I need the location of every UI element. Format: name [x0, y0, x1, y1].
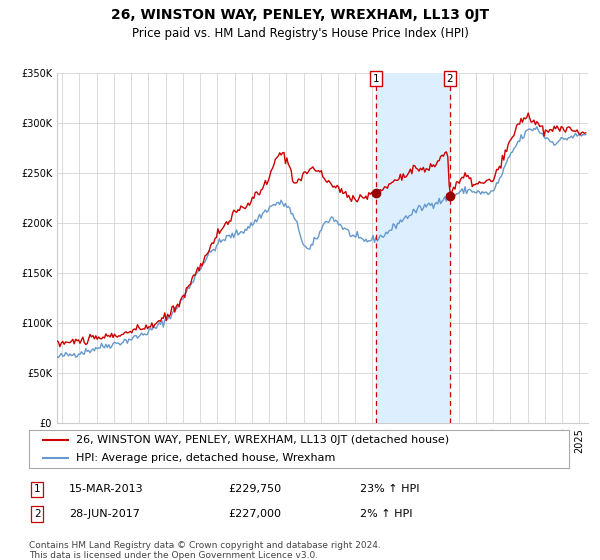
Text: 2: 2: [34, 509, 41, 519]
Text: 26, WINSTON WAY, PENLEY, WREXHAM, LL13 0JT (detached house): 26, WINSTON WAY, PENLEY, WREXHAM, LL13 0…: [76, 435, 449, 445]
Text: 2% ↑ HPI: 2% ↑ HPI: [360, 509, 413, 519]
Text: 2: 2: [446, 74, 453, 84]
Text: £229,750: £229,750: [228, 484, 281, 494]
Text: 1: 1: [373, 74, 379, 84]
Text: 28-JUN-2017: 28-JUN-2017: [69, 509, 140, 519]
Text: Contains HM Land Registry data © Crown copyright and database right 2024.
This d: Contains HM Land Registry data © Crown c…: [29, 541, 380, 560]
Text: 23% ↑ HPI: 23% ↑ HPI: [360, 484, 419, 494]
Text: 1: 1: [34, 484, 41, 494]
Text: HPI: Average price, detached house, Wrexham: HPI: Average price, detached house, Wrex…: [76, 452, 335, 463]
Text: 15-MAR-2013: 15-MAR-2013: [69, 484, 143, 494]
Text: £227,000: £227,000: [228, 509, 281, 519]
Text: 26, WINSTON WAY, PENLEY, WREXHAM, LL13 0JT: 26, WINSTON WAY, PENLEY, WREXHAM, LL13 0…: [111, 8, 489, 22]
Bar: [376, 73, 450, 423]
Text: Price paid vs. HM Land Registry's House Price Index (HPI): Price paid vs. HM Land Registry's House …: [131, 27, 469, 40]
